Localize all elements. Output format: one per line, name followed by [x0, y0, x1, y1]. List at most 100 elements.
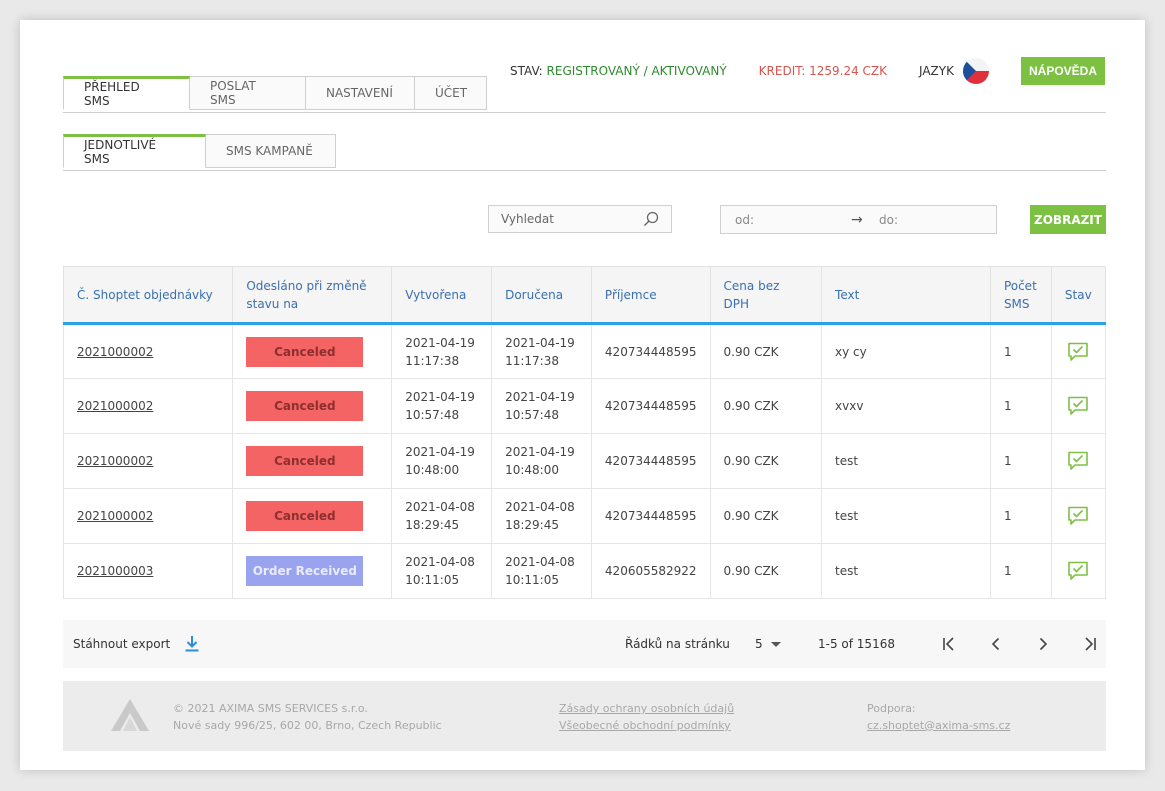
privacy-policy-link[interactable]: Zásady ochrany osobních údajů — [559, 702, 735, 715]
message-check-icon[interactable] — [1067, 342, 1089, 362]
created-time: 11:17:38 — [405, 353, 460, 368]
cell-price: 0.90 CZK — [710, 488, 823, 544]
status-value: REGISTROVANÝ / AKTIVOVANÝ — [546, 64, 727, 78]
col-delivered[interactable]: Doručena — [491, 266, 592, 325]
col-recipient[interactable]: Příjemce — [591, 266, 711, 325]
delivered-date: 2021-04-19 — [505, 335, 575, 350]
cell-sms-count: 1 — [990, 543, 1052, 599]
table-footer: Stáhnout export Řádků na stránku 5 1-5 o… — [63, 620, 1106, 668]
message-check-icon[interactable] — [1067, 506, 1089, 526]
credit-display: KREDIT: 1259.24 CZK — [758, 64, 888, 78]
language-selector[interactable]: JAZYK — [919, 58, 989, 84]
czech-flag-icon[interactable] — [962, 58, 989, 84]
tab-sms-overview[interactable]: PŘEHLED SMS — [63, 76, 190, 110]
cell-recipient: 420734448595 — [591, 488, 711, 544]
cell-state — [1051, 433, 1107, 489]
created-date: 2021-04-19 — [405, 335, 475, 350]
pagination-range: 1-5 of 15168 — [818, 637, 895, 651]
chevron-right-icon — [1039, 637, 1047, 651]
message-check-icon[interactable] — [1067, 451, 1089, 471]
tab-send-sms[interactable]: POSLAT SMS — [190, 76, 306, 110]
created-time: 10:48:00 — [405, 463, 460, 477]
tab-settings[interactable]: NASTAVENÍ — [306, 76, 415, 110]
col-sent-on-status[interactable]: Odesláno při změně stavu na — [232, 266, 393, 325]
order-link[interactable]: 2021000002 — [77, 399, 154, 413]
date-range-picker[interactable]: od: → do: — [720, 205, 997, 234]
cell-sent-on-status: Canceled — [232, 433, 393, 489]
main-tabs-divider — [63, 112, 1106, 113]
order-link[interactable]: 2021000002 — [77, 509, 154, 523]
export-download[interactable]: Stáhnout export — [73, 636, 199, 652]
company-info: © 2021 AXIMA SMS SERVICES s.r.o. Nové sa… — [173, 700, 442, 734]
caret-down-icon — [770, 641, 781, 647]
date-from-field[interactable]: od: — [735, 212, 755, 227]
message-check-icon[interactable] — [1067, 561, 1089, 581]
col-created[interactable]: Vytvořena — [391, 266, 493, 325]
top-bar: STAV: REGISTROVANÝ / AKTIVOVANÝ KREDIT: … — [510, 56, 1105, 86]
search-placeholder: Vyhledat — [501, 212, 554, 226]
message-check-icon[interactable] — [1067, 396, 1089, 416]
table-row: 2021000002 Canceled 2021-04-19 10:48:00 2021… — [62, 433, 1107, 489]
cell-created: 2021-04-19 10:48:00 — [391, 433, 493, 489]
chevron-left-icon — [991, 637, 999, 651]
rows-per-page-select[interactable]: 5 — [755, 637, 781, 651]
export-label[interactable]: Stáhnout export — [73, 637, 171, 651]
cell-delivered: 2021-04-08 10:11:05 — [491, 543, 592, 599]
col-order-number[interactable]: Č. Shoptet objednávky — [62, 266, 234, 325]
next-page-button[interactable] — [1019, 637, 1066, 651]
cell-text: xvxv — [821, 378, 991, 434]
table-row: 2021000002 Canceled 2021-04-08 18:29:45 2021… — [62, 488, 1107, 544]
cell-created: 2021-04-19 10:57:48 — [391, 378, 493, 434]
pagination-controls — [925, 637, 1113, 651]
cell-sms-count: 1 — [990, 433, 1052, 489]
cell-state — [1051, 543, 1107, 599]
created-date: 2021-04-08 — [405, 555, 475, 569]
cell-sent-on-status: Canceled — [232, 323, 393, 379]
tab-sms-campaigns[interactable]: SMS KAMPANĚ — [206, 134, 336, 168]
sub-tabs: JEDNOTLIVÉ SMS SMS KAMPANĚ — [63, 134, 336, 168]
delivered-date: 2021-04-08 — [505, 500, 575, 514]
col-text[interactable]: Text — [821, 266, 991, 325]
date-to-field[interactable]: do: — [879, 212, 899, 227]
download-icon[interactable] — [185, 636, 199, 652]
cell-state — [1051, 323, 1107, 379]
col-state[interactable]: Stav — [1051, 266, 1107, 325]
search-input[interactable]: Vyhledat — [488, 205, 672, 233]
search-icon[interactable] — [643, 211, 659, 227]
delivered-time: 18:29:45 — [505, 518, 559, 532]
cell-text: test — [821, 488, 991, 544]
delivered-time: 11:17:38 — [505, 353, 559, 368]
cell-price: 0.90 CZK — [710, 378, 823, 434]
tab-account[interactable]: ÚČET — [415, 76, 487, 110]
previous-page-button[interactable] — [972, 637, 1019, 651]
order-link[interactable]: 2021000002 — [77, 454, 154, 468]
status-badge: Canceled — [246, 391, 364, 421]
first-page-button[interactable] — [925, 637, 972, 651]
copyright-text: © 2021 AXIMA SMS SERVICES s.r.o. — [173, 702, 368, 715]
tab-individual-sms[interactable]: JEDNOTLIVÉ SMS — [63, 134, 206, 168]
legal-links: Zásady ochrany osobních údajů Všeobecné … — [559, 700, 734, 734]
cell-order-number: 2021000002 — [62, 488, 234, 544]
help-button[interactable]: NÁPOVĚDA — [1020, 57, 1105, 85]
order-link[interactable]: 2021000003 — [77, 564, 154, 578]
cell-created: 2021-04-08 10:11:05 — [391, 543, 493, 599]
last-page-button[interactable] — [1066, 637, 1113, 651]
delivered-time: 10:57:48 — [505, 408, 559, 422]
status-badge: Canceled — [246, 501, 364, 531]
col-price[interactable]: Cena bez DPH — [710, 266, 823, 325]
status-badge: Canceled — [246, 446, 364, 476]
cell-sms-count: 1 — [990, 488, 1052, 544]
delivered-date: 2021-04-19 — [505, 390, 575, 404]
cell-sms-count: 1 — [990, 323, 1052, 379]
support-email-link[interactable]: cz.shoptet@axima-sms.cz — [867, 719, 1011, 732]
support-info: Podpora: cz.shoptet@axima-sms.cz — [867, 700, 1010, 734]
cell-delivered: 2021-04-19 10:57:48 — [491, 378, 592, 434]
cell-order-number: 2021000002 — [62, 433, 234, 489]
show-button[interactable]: ZOBRAZIT — [1030, 205, 1106, 234]
cell-recipient: 420734448595 — [591, 323, 711, 379]
order-link[interactable]: 2021000002 — [77, 344, 154, 359]
axima-logo-icon — [111, 699, 149, 731]
terms-link[interactable]: Všeobecné obchodní podmínky — [559, 719, 731, 732]
delivered-time: 10:48:00 — [505, 463, 559, 477]
col-sms-count[interactable]: Počet SMS — [990, 266, 1052, 325]
